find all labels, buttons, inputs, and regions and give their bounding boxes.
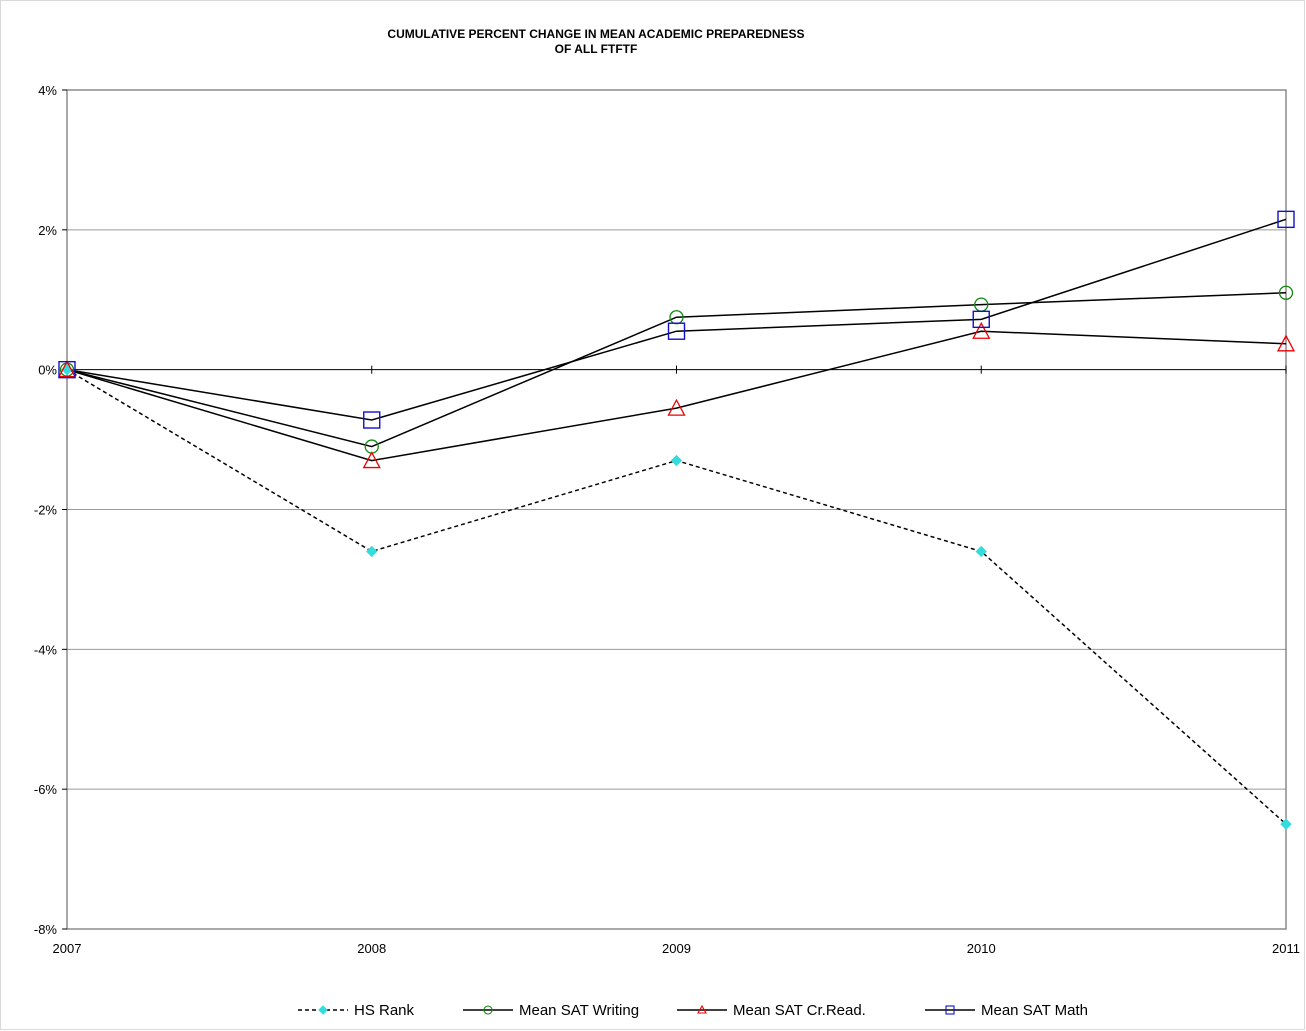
series-line-mean-sat-writing [66,292,1287,448]
x-tick-label: 2011 [1272,941,1300,956]
x-tick-label: 2007 [53,941,82,956]
y-tick-label: 2% [38,223,57,238]
x-tick-label: 2009 [662,941,691,956]
legend-marker-mean-sat-math [945,1005,955,1015]
data-point-hs-rank [61,363,73,376]
legend-label-mean-sat-writing: Mean SAT Writing [519,1002,639,1019]
data-point-hs-rank [670,454,683,467]
legend-label-mean-sat-cr-read: Mean SAT Cr.Read. [733,1002,866,1019]
data-point-mean-sat-cr-read [1276,334,1296,352]
y-tick-label: -4% [34,642,58,657]
series-line-mean-sat-math [66,218,1287,421]
legend-marker-hs-rank [318,1005,328,1015]
series-line-hs-rank [66,369,1287,825]
legend-marker-mean-sat-writing [483,1005,493,1015]
y-tick-label: 0% [38,363,57,378]
x-tick-label: 2010 [967,941,996,956]
data-point-mean-sat-math [363,411,381,429]
legend-label-mean-sat-math: Mean SAT Math [981,1002,1088,1019]
data-point-mean-sat-math [1277,210,1295,229]
data-point-mean-sat-cr-read [57,360,77,378]
data-point-mean-sat-math [972,310,990,329]
data-point-mean-sat-cr-read [362,451,381,469]
data-point-mean-sat-math [58,360,76,379]
x-tick-label: 2008 [357,941,386,956]
y-tick-label: -2% [34,503,58,518]
data-point-mean-sat-math [667,322,686,340]
chart-title-line-2: OF ALL FTFTF [555,42,638,56]
data-point-hs-rank [366,545,378,558]
y-tick-label: -6% [34,782,58,797]
data-point-hs-rank [975,545,987,558]
data-point-mean-sat-writing [1278,285,1294,300]
y-tick-label: 4% [38,83,57,98]
data-point-mean-sat-cr-read [972,321,991,339]
y-tick-label: -8% [34,922,58,937]
legend-marker-mean-sat-cr-read [697,1004,707,1014]
series-line-mean-sat-cr-read [66,330,1287,462]
data-point-hs-rank [1280,818,1292,830]
data-point-mean-sat-cr-read [667,398,686,416]
chart-title-line-1: CUMULATIVE PERCENT CHANGE IN MEAN ACADEM… [387,27,804,41]
legend-label-hs-rank: HS Rank [354,1002,415,1019]
